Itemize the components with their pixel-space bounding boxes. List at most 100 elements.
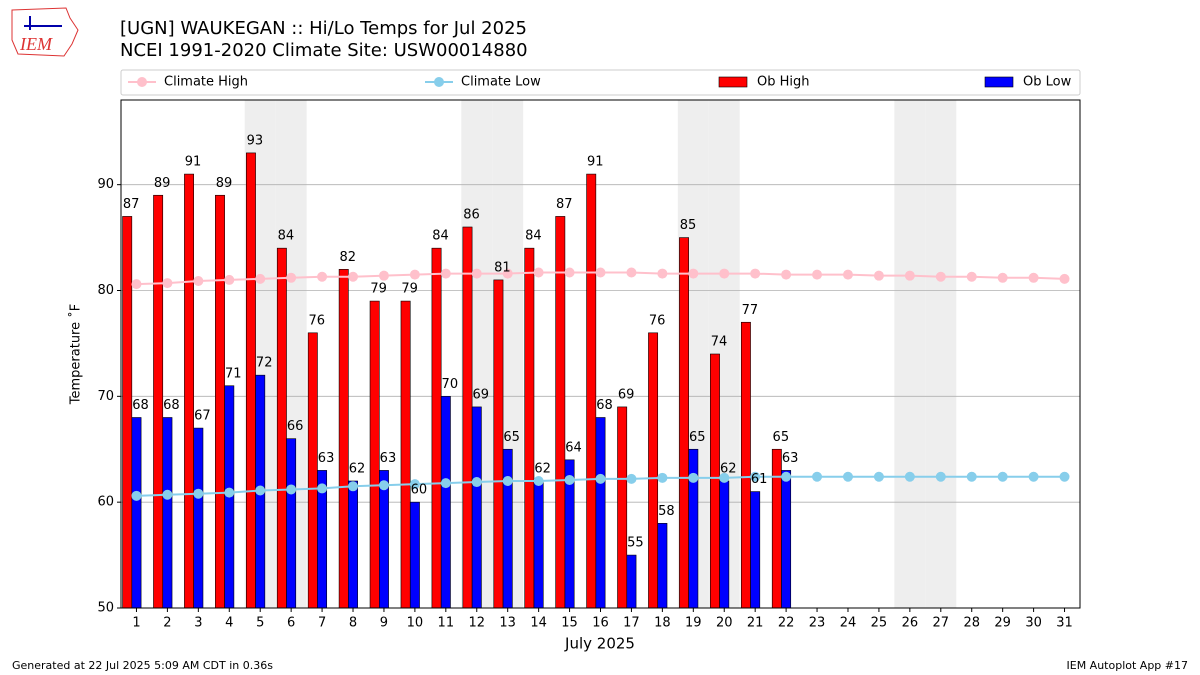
line-marker (255, 485, 266, 496)
line-marker (378, 480, 389, 491)
line-marker (688, 268, 699, 279)
bar (657, 523, 668, 609)
data-label: 89 (154, 176, 171, 191)
line-marker (471, 477, 482, 488)
line-marker (595, 473, 606, 484)
data-label: 68 (163, 398, 180, 413)
line-marker (409, 269, 420, 280)
line-marker (286, 484, 297, 495)
data-label: 79 (370, 282, 387, 297)
data-label: 74 (711, 335, 728, 350)
data-label: 84 (278, 229, 295, 244)
line-marker (162, 489, 173, 500)
bar (153, 194, 164, 609)
x-tick-label: 25 (871, 616, 888, 631)
footer-right: IEM Autoplot App #17 (1067, 659, 1189, 672)
line-marker (502, 268, 513, 279)
line-marker (224, 487, 235, 498)
line-marker (348, 481, 359, 492)
bar (617, 406, 628, 609)
line-marker (502, 476, 513, 486)
legend-label: Ob High (757, 75, 810, 90)
x-tick-label: 20 (716, 616, 733, 631)
bar (679, 237, 689, 609)
bar (369, 300, 380, 609)
bar (184, 173, 194, 609)
data-label: 91 (587, 155, 604, 170)
x-axis-label: July 2025 (564, 635, 635, 653)
line-marker (348, 271, 359, 282)
bar (533, 480, 544, 609)
data-label: 64 (565, 440, 582, 455)
line-marker (286, 272, 297, 283)
bar (493, 279, 504, 609)
data-label: 65 (689, 430, 706, 445)
bar (502, 448, 513, 609)
bar (307, 332, 318, 609)
legend-label: Climate Low (461, 75, 541, 90)
x-tick-label: 19 (685, 616, 702, 631)
line-marker (440, 268, 451, 279)
chart-subtitle: NCEI 1991-2020 Climate Site: USW00014880 (120, 40, 528, 61)
bar (471, 406, 482, 609)
line-marker (719, 472, 730, 483)
x-tick-label: 1 (132, 616, 140, 631)
data-label: 87 (556, 197, 573, 212)
x-tick-label: 4 (225, 616, 233, 631)
line-marker (904, 270, 915, 281)
line-marker (626, 473, 637, 484)
line-marker (131, 490, 142, 501)
x-tick-label: 29 (994, 616, 1011, 631)
bar (431, 247, 442, 609)
x-tick-label: 14 (530, 616, 547, 631)
x-tick-label: 10 (407, 616, 424, 631)
line-marker (750, 471, 761, 482)
data-label: 67 (194, 409, 211, 424)
bar (122, 216, 133, 609)
y-axis-label: Temperature ˚F (68, 304, 84, 405)
data-label: 86 (463, 208, 480, 223)
data-label: 84 (432, 229, 449, 244)
line-marker (657, 268, 668, 279)
legend-marker (434, 77, 444, 87)
x-tick-label: 15 (561, 616, 578, 631)
y-tick-label: 50 (97, 601, 114, 616)
x-tick-label: 6 (287, 616, 295, 631)
bar (131, 417, 142, 609)
data-label: 61 (751, 472, 768, 487)
plot-frame (120, 99, 1081, 609)
x-tick-label: 31 (1056, 616, 1073, 631)
x-tick-label: 23 (809, 616, 826, 631)
line-marker (131, 279, 142, 290)
bar (781, 470, 792, 609)
line-marker (935, 471, 946, 482)
data-label: 82 (339, 250, 356, 265)
x-tick-label: 24 (840, 616, 857, 631)
bar (400, 300, 411, 609)
data-label: 60 (411, 483, 428, 498)
data-label: 77 (742, 303, 759, 318)
line-marker (440, 478, 451, 489)
line-marker (812, 269, 823, 280)
line-marker (812, 471, 823, 482)
weekend-shade (925, 100, 957, 608)
chart-title: [UGN] WAUKEGAN :: Hi/Lo Temps for Jul 20… (120, 18, 527, 39)
line-marker (842, 471, 853, 482)
x-tick-label: 11 (438, 616, 455, 631)
legend-swatch (718, 76, 748, 88)
data-label: 93 (247, 133, 264, 148)
data-label: 69 (618, 387, 635, 402)
line-marker (317, 271, 328, 282)
line-marker (935, 271, 946, 282)
line-marker (626, 267, 637, 278)
legend-marker (137, 77, 147, 87)
data-label: 58 (658, 504, 675, 519)
x-tick-label: 12 (468, 616, 485, 631)
bar (215, 194, 225, 609)
bar (379, 470, 389, 609)
bar (286, 438, 297, 609)
line-marker (997, 471, 1008, 482)
line-marker (471, 268, 482, 279)
line-marker (1059, 273, 1070, 284)
